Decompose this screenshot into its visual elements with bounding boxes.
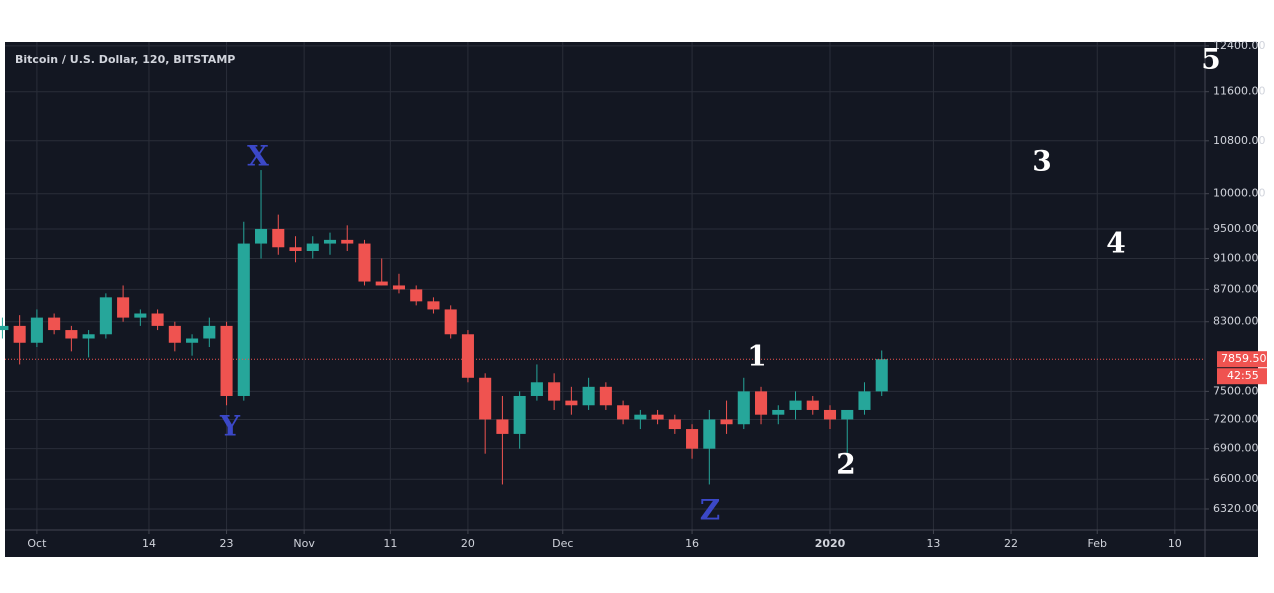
annotation: 5	[1201, 43, 1220, 76]
y-tick-label: 11600.00	[1213, 85, 1266, 98]
annotation: 4	[1106, 227, 1125, 260]
candle-body	[582, 386, 595, 406]
candle-body	[548, 382, 561, 401]
candle-body	[444, 309, 457, 335]
annotation: X	[247, 140, 269, 173]
candle-body	[651, 414, 664, 420]
y-tick-label: 9500.00	[1213, 222, 1259, 235]
candle-body	[306, 243, 319, 251]
y-tick-label: 8300.00	[1213, 315, 1259, 328]
candle-body	[496, 419, 509, 434]
candle-body	[220, 325, 233, 396]
candle-body	[875, 359, 888, 392]
x-tick-label: Feb	[1087, 537, 1106, 550]
candle-body	[686, 429, 699, 449]
candle-body	[134, 313, 147, 318]
y-tick-label: 8700.00	[1213, 282, 1259, 295]
candle-body	[65, 330, 78, 339]
candle-body	[841, 409, 854, 420]
y-tick-label: 12400.00	[1213, 39, 1266, 52]
y-tick-label: 7200.00	[1213, 412, 1259, 425]
candle-body	[617, 405, 630, 420]
candle-body	[427, 301, 440, 310]
candle-body	[272, 228, 285, 248]
candle-body	[755, 391, 768, 415]
candle-body	[82, 334, 95, 339]
countdown-bg	[1217, 368, 1267, 385]
candle-body	[289, 247, 302, 251]
x-tick-label: 22	[1004, 537, 1018, 550]
candle-body	[99, 297, 112, 335]
price-label-bg	[1217, 351, 1267, 368]
x-tick-label: Dec	[552, 537, 573, 550]
candle-body	[565, 400, 578, 406]
y-tick-label: 6900.00	[1213, 442, 1259, 455]
candle-body	[0, 325, 9, 331]
x-tick-label: 2020	[815, 537, 846, 550]
candle-body	[168, 325, 181, 343]
candle-body	[513, 395, 526, 434]
chart-title: Bitcoin / U.S. Dollar, 120, BITSTAMP	[15, 53, 235, 66]
candle-body	[703, 419, 716, 449]
candles	[0, 170, 888, 485]
x-tick-label: Nov	[293, 537, 315, 550]
candle-body	[823, 409, 837, 420]
annotation: Z	[700, 494, 720, 527]
candle-body	[599, 386, 612, 406]
candle-body	[151, 313, 164, 326]
candle-body	[323, 239, 337, 244]
y-tick-label: 9100.00	[1213, 252, 1259, 265]
candle-body	[255, 228, 268, 244]
candle-body	[48, 317, 61, 331]
candle-body	[117, 297, 130, 318]
chart-background	[5, 42, 1258, 557]
grid	[5, 42, 1205, 530]
candle-body	[203, 325, 216, 339]
candle-body	[375, 281, 388, 286]
candle-body	[410, 289, 423, 302]
y-tick-label: 6600.00	[1213, 472, 1259, 485]
candle-body	[668, 419, 681, 430]
y-tick-label: 10000.00	[1213, 187, 1266, 200]
candle-body	[634, 414, 647, 420]
candle-body	[530, 382, 543, 396]
price-label: 7859.50	[1221, 352, 1267, 365]
y-tick-label: 10800.00	[1213, 134, 1266, 147]
x-tick-label: 16	[685, 537, 699, 550]
annotation: 1	[747, 340, 766, 373]
x-tick-label: 23	[220, 537, 234, 550]
annotation: 3	[1032, 145, 1051, 178]
candle-body	[858, 391, 871, 410]
candle-body	[772, 409, 785, 415]
candle-body	[720, 419, 733, 425]
candle-body	[186, 338, 199, 343]
countdown: 42:55	[1227, 369, 1259, 382]
y-tick-label: 6320.00	[1213, 502, 1259, 515]
candle-body	[13, 325, 26, 343]
x-tick-label: 20	[461, 537, 475, 550]
x-tick-label: 14	[142, 537, 156, 550]
annotation: Y	[219, 410, 241, 443]
candle-body	[358, 243, 371, 282]
candle-body	[237, 243, 250, 396]
candle-body	[737, 391, 750, 425]
y-tick-label: 7500.00	[1213, 384, 1259, 397]
x-tick-label: Oct	[27, 537, 47, 550]
candle-body	[479, 377, 492, 420]
x-tick-label: 13	[926, 537, 940, 550]
annotation: 2	[836, 448, 855, 481]
candle-body	[806, 400, 819, 410]
candle-body	[392, 285, 405, 290]
x-tick-label: 11	[383, 537, 397, 550]
candle-body	[341, 239, 354, 244]
x-tick-label: 10	[1168, 537, 1182, 550]
candle-body	[461, 334, 474, 378]
candle-body	[789, 400, 802, 410]
candle-body	[30, 317, 43, 343]
